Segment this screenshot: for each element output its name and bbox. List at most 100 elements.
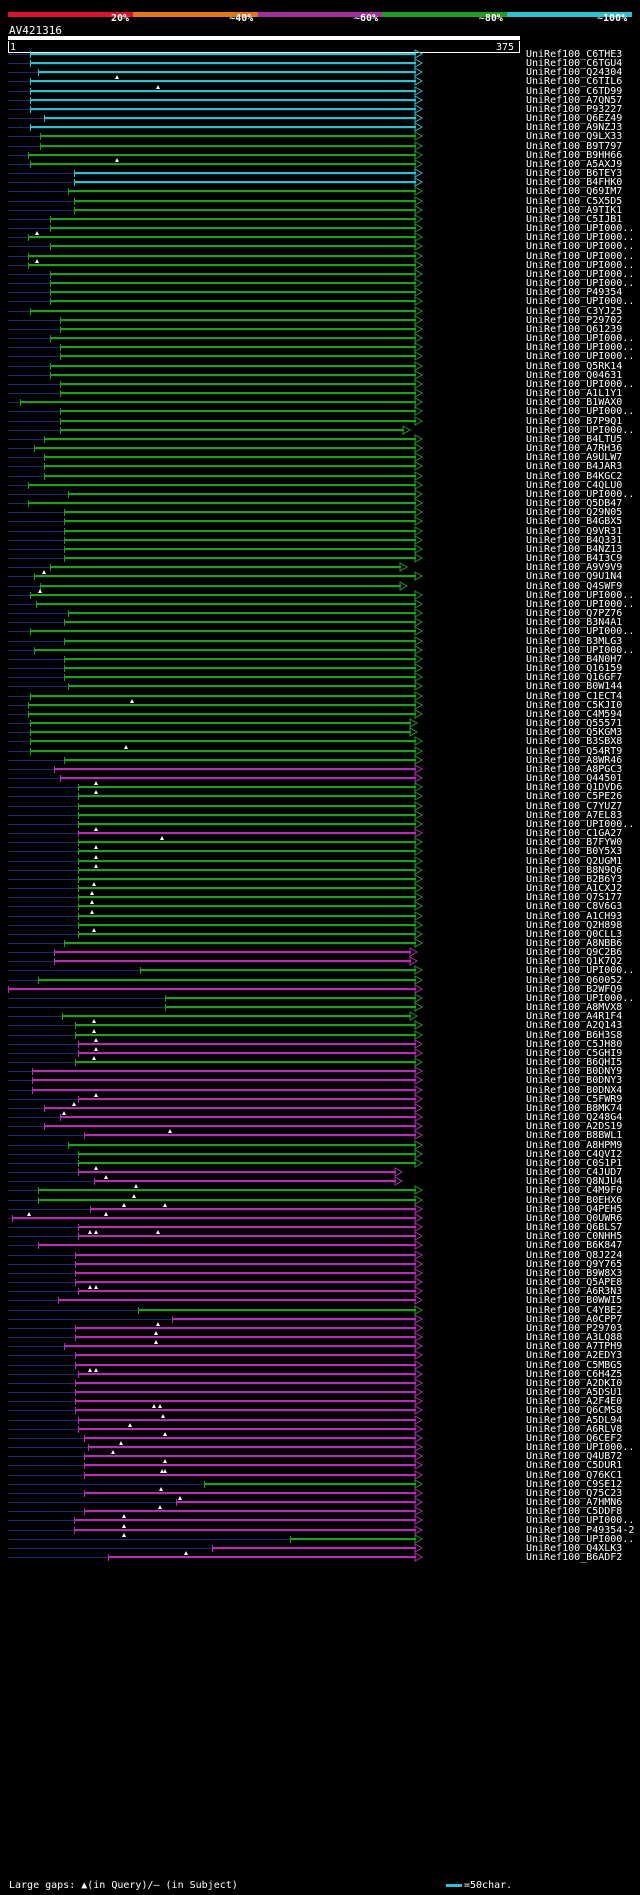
hit-label[interactable]: UniRef100_Q0UWR6	[526, 1213, 623, 1224]
hit-bar[interactable]	[50, 282, 416, 285]
hit-bar[interactable]	[290, 1538, 416, 1541]
hit-label[interactable]: UniRef100_UPI000..	[526, 626, 635, 637]
hit-bar[interactable]	[38, 979, 416, 982]
hit-bar[interactable]	[30, 108, 416, 111]
hit-bar[interactable]	[60, 777, 416, 780]
hit-bar[interactable]	[44, 438, 416, 441]
hit-bar[interactable]	[75, 1400, 416, 1403]
hit-bar[interactable]	[84, 1437, 416, 1440]
hit-bar[interactable]	[28, 255, 416, 258]
hit-label[interactable]: UniRef100_B0WWI5	[526, 1295, 623, 1306]
hit-bar[interactable]	[78, 832, 416, 835]
hit-label[interactable]: UniRef100_A2Q143	[526, 1020, 623, 1031]
hit-bar[interactable]	[75, 1409, 416, 1412]
hit-label[interactable]: UniRef100_UPI000..	[526, 1534, 635, 1545]
hit-bar[interactable]	[60, 392, 416, 395]
hit-label[interactable]: UniRef100_C6THE3	[526, 49, 623, 60]
hit-label[interactable]: UniRef100_B7FYW0	[526, 837, 623, 848]
hit-bar[interactable]	[68, 685, 416, 688]
hit-label[interactable]: UniRef100_C6H4Z5	[526, 1369, 623, 1380]
hit-label[interactable]: UniRef100_B4FHK0	[526, 177, 623, 188]
hit-bar[interactable]	[34, 447, 416, 450]
hit-label[interactable]: UniRef100_A6RLV8	[526, 1424, 623, 1435]
hit-bar[interactable]	[74, 1529, 416, 1532]
hit-label[interactable]: UniRef100_C8V6G3	[526, 901, 623, 912]
hit-bar[interactable]	[64, 539, 416, 542]
hit-label[interactable]: UniRef100_B6H3S8	[526, 1030, 623, 1041]
hit-bar[interactable]	[30, 750, 416, 753]
hit-label[interactable]: UniRef100_B1WAX0	[526, 397, 623, 408]
hit-bar[interactable]	[32, 1089, 416, 1092]
hit-bar[interactable]	[84, 1134, 416, 1137]
hit-label[interactable]: UniRef100_B2B6Y3	[526, 874, 623, 885]
hit-label[interactable]: UniRef100_Q54RT9	[526, 746, 623, 757]
hit-bar[interactable]	[64, 511, 416, 514]
hit-bar[interactable]	[60, 383, 416, 386]
hit-bar[interactable]	[75, 1061, 416, 1064]
hit-label[interactable]: UniRef100_P29703	[526, 1323, 623, 1334]
hit-label[interactable]: UniRef100_A1CXJ2	[526, 883, 623, 894]
hit-bar[interactable]	[78, 805, 416, 808]
hit-bar[interactable]	[64, 621, 416, 624]
hit-bar[interactable]	[74, 181, 416, 184]
hit-label[interactable]: UniRef100_Q5KGM3	[526, 727, 623, 738]
hit-label[interactable]: UniRef100_B0DNX4	[526, 1085, 623, 1096]
hit-label[interactable]: UniRef100_Q55571	[526, 718, 623, 729]
hit-label[interactable]: UniRef100_C5DDF8	[526, 1506, 623, 1517]
hit-bar[interactable]	[30, 310, 416, 313]
hit-bar[interactable]	[60, 355, 416, 358]
hit-bar[interactable]	[172, 1318, 416, 1321]
hit-label[interactable]: UniRef100_A1L1Y1	[526, 388, 623, 399]
hit-label[interactable]: UniRef100_UPI000..	[526, 251, 635, 262]
hit-bar[interactable]	[74, 1519, 416, 1522]
hit-label[interactable]: UniRef100_C5JH80	[526, 1039, 623, 1050]
hit-bar[interactable]	[78, 887, 416, 890]
hit-label[interactable]: UniRef100_C4QVI2	[526, 1149, 623, 1160]
hit-label[interactable]: UniRef100_A2EDY3	[526, 1350, 623, 1361]
hit-bar[interactable]	[78, 1373, 416, 1376]
hit-label[interactable]: UniRef100_Q9Y765	[526, 1259, 623, 1270]
hit-label[interactable]: UniRef100_B4GBX5	[526, 516, 623, 527]
hit-bar[interactable]	[20, 401, 416, 404]
hit-bar[interactable]	[34, 575, 416, 578]
hit-label[interactable]: UniRef100_Q29N05	[526, 507, 623, 518]
hit-label[interactable]: UniRef100_A9NZJ3	[526, 122, 623, 133]
hit-label[interactable]: UniRef100_B4Q331	[526, 535, 623, 546]
hit-label[interactable]: UniRef100_P49354-2	[526, 1525, 635, 1536]
hit-bar[interactable]	[50, 374, 416, 377]
hit-label[interactable]: UniRef100_Q4XLK3	[526, 1543, 623, 1554]
hit-bar[interactable]	[54, 960, 411, 963]
hit-bar[interactable]	[28, 713, 416, 716]
hit-bar[interactable]	[50, 273, 416, 276]
hit-label[interactable]: UniRef100_UPI000..	[526, 599, 635, 610]
hit-bar[interactable]	[50, 218, 416, 221]
hit-label[interactable]: UniRef100_UPI000..	[526, 278, 635, 289]
hit-bar[interactable]	[78, 841, 416, 844]
hit-label[interactable]: UniRef100_UPI000..	[526, 232, 635, 243]
hit-bar[interactable]	[30, 99, 416, 102]
hit-label[interactable]: UniRef100_Q4SWF9	[526, 581, 623, 592]
hit-bar[interactable]	[78, 1428, 416, 1431]
hit-bar[interactable]	[50, 365, 416, 368]
hit-bar[interactable]	[38, 1244, 416, 1247]
hit-bar[interactable]	[30, 126, 416, 129]
hit-bar[interactable]	[75, 1024, 416, 1027]
hit-label[interactable]: UniRef100_Q5APE8	[526, 1277, 623, 1288]
hit-label[interactable]: UniRef100_A2DS19	[526, 1121, 623, 1132]
hit-label[interactable]: UniRef100_A1CH93	[526, 911, 623, 922]
hit-label[interactable]: UniRef100_P93227	[526, 104, 623, 115]
hit-bar[interactable]	[60, 1116, 416, 1119]
hit-label[interactable]: UniRef100_C4QLU0	[526, 480, 623, 491]
hit-bar[interactable]	[75, 1272, 416, 1275]
hit-bar[interactable]	[50, 566, 401, 569]
hit-bar[interactable]	[90, 1208, 416, 1211]
hit-bar[interactable]	[78, 850, 416, 853]
hit-bar[interactable]	[88, 1446, 416, 1449]
hit-bar[interactable]	[40, 585, 401, 588]
hit-label[interactable]: UniRef100_Q5DB47	[526, 498, 623, 509]
hit-bar[interactable]	[75, 1254, 416, 1257]
hit-label[interactable]: UniRef100_C4M594	[526, 709, 623, 720]
hit-bar[interactable]	[30, 630, 416, 633]
hit-label[interactable]: UniRef100_C4M9F0	[526, 1185, 623, 1196]
hit-label[interactable]: UniRef100_UPI000..	[526, 406, 635, 417]
